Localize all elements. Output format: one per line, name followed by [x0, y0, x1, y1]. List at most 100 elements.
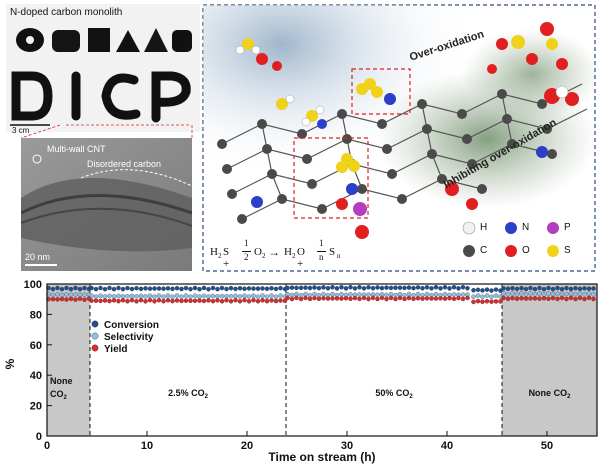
series-2-point: [451, 296, 457, 302]
series-0-point: [480, 288, 485, 293]
series-1-point: [59, 292, 65, 298]
series-1-point: [120, 293, 126, 299]
series-0-point: [269, 286, 274, 291]
series-1-point: [393, 292, 398, 298]
series-1-point: [206, 294, 211, 299]
series-0-point: [316, 285, 322, 291]
y-tick-label-0: 0: [36, 431, 42, 443]
y-tick-label-4: 80: [30, 309, 42, 321]
series-0-point: [165, 286, 171, 291]
series-2-point: [348, 296, 353, 301]
series-0-point: [348, 284, 353, 290]
series-2-point: [174, 298, 180, 303]
series-0-point: [251, 286, 256, 291]
series-1-point: [384, 292, 389, 298]
y-tick-label-2: 40: [30, 370, 42, 382]
series-1-point: [68, 292, 74, 298]
series-0-point: [188, 286, 193, 292]
series-1-point: [460, 292, 466, 297]
series-2-point: [339, 296, 344, 301]
series-2-point: [179, 298, 184, 304]
series-0-point: [246, 286, 252, 291]
region-label-text: 50% CO2: [375, 388, 413, 400]
legend-label-1: Selectivity: [104, 332, 154, 343]
series-0-point: [197, 286, 202, 292]
series-0-point: [402, 285, 407, 291]
series-2-point: [370, 295, 376, 301]
x-tick-label-1: 10: [141, 440, 153, 452]
series-2-point: [384, 296, 389, 302]
series-2-point: [219, 298, 225, 304]
series-1-point: [219, 293, 225, 299]
series-1-point: [260, 293, 265, 298]
series-2-point: [402, 296, 407, 302]
region-label-sub: 2: [567, 394, 571, 400]
series-1-point: [493, 293, 499, 298]
series-1-point: [242, 293, 247, 299]
series-1-point: [501, 291, 506, 296]
series-1-point: [532, 292, 538, 297]
series-1-point: [233, 293, 238, 299]
series-2-point: [582, 296, 587, 302]
series-2-point: [352, 295, 358, 301]
series-2-point: [282, 298, 288, 304]
series-1-point: [107, 293, 112, 299]
series-2-point: [471, 299, 476, 305]
series-1-point: [573, 291, 578, 297]
series-0-point: [64, 285, 69, 291]
series-0-point: [285, 285, 290, 291]
series-0-point: [156, 286, 162, 291]
series-0-point: [352, 286, 358, 291]
series-1-point: [174, 293, 180, 298]
series-2-point: [89, 298, 94, 303]
series-0-point: [50, 286, 56, 292]
oxygen-atoms: [256, 22, 579, 239]
series-2-point: [429, 296, 434, 301]
nitrogen-atoms: [251, 93, 548, 208]
series-2-point: [129, 297, 135, 303]
series-0-point: [120, 286, 126, 292]
hydrogen-atoms: [235, 45, 569, 127]
series-2-point: [375, 296, 380, 302]
series-0-point: [89, 285, 94, 291]
series-0-point: [77, 286, 83, 292]
legend-h-dot: [462, 221, 476, 235]
series-0-point: [206, 286, 211, 292]
series-2-point: [316, 296, 322, 301]
series-1-point: [339, 291, 344, 297]
highlight-box-top: [351, 68, 411, 115]
series-2-point: [170, 298, 175, 304]
series-0-point: [125, 285, 130, 291]
series-2-point: [116, 298, 121, 304]
series-1-point: [442, 292, 448, 297]
series-0-point: [143, 286, 148, 291]
series-2-point: [269, 298, 274, 303]
small-cylinder-monolith: [172, 30, 192, 52]
series-2-point: [447, 295, 452, 301]
series-1-point: [480, 294, 485, 300]
series-2-point: [111, 298, 117, 303]
series-0-point: [514, 286, 520, 292]
series-1-point: [82, 292, 87, 297]
series-1-point: [170, 294, 175, 300]
legend-c-label: C: [480, 245, 488, 256]
series-2-point: [260, 297, 265, 303]
series-2-point: [523, 296, 529, 301]
series-1-point: [55, 291, 60, 297]
plot-background: [47, 284, 597, 436]
region-label-text: 2.5% CO2: [168, 388, 209, 400]
series-0-point: [278, 285, 283, 291]
series-0-point: [107, 285, 112, 291]
series-0-point: [438, 286, 443, 291]
series-2-point: [438, 296, 443, 301]
series-2-point: [442, 296, 448, 301]
series-2-point: [532, 296, 538, 301]
region-label-1: 2.5% CO2: [168, 388, 209, 400]
series-0-point: [493, 287, 499, 292]
series-1-point: [510, 291, 515, 296]
region-label-line2: CO2: [50, 389, 68, 401]
series-1-point: [161, 294, 166, 299]
series-1-point: [237, 294, 243, 299]
region-label-sub: 2: [205, 394, 209, 400]
